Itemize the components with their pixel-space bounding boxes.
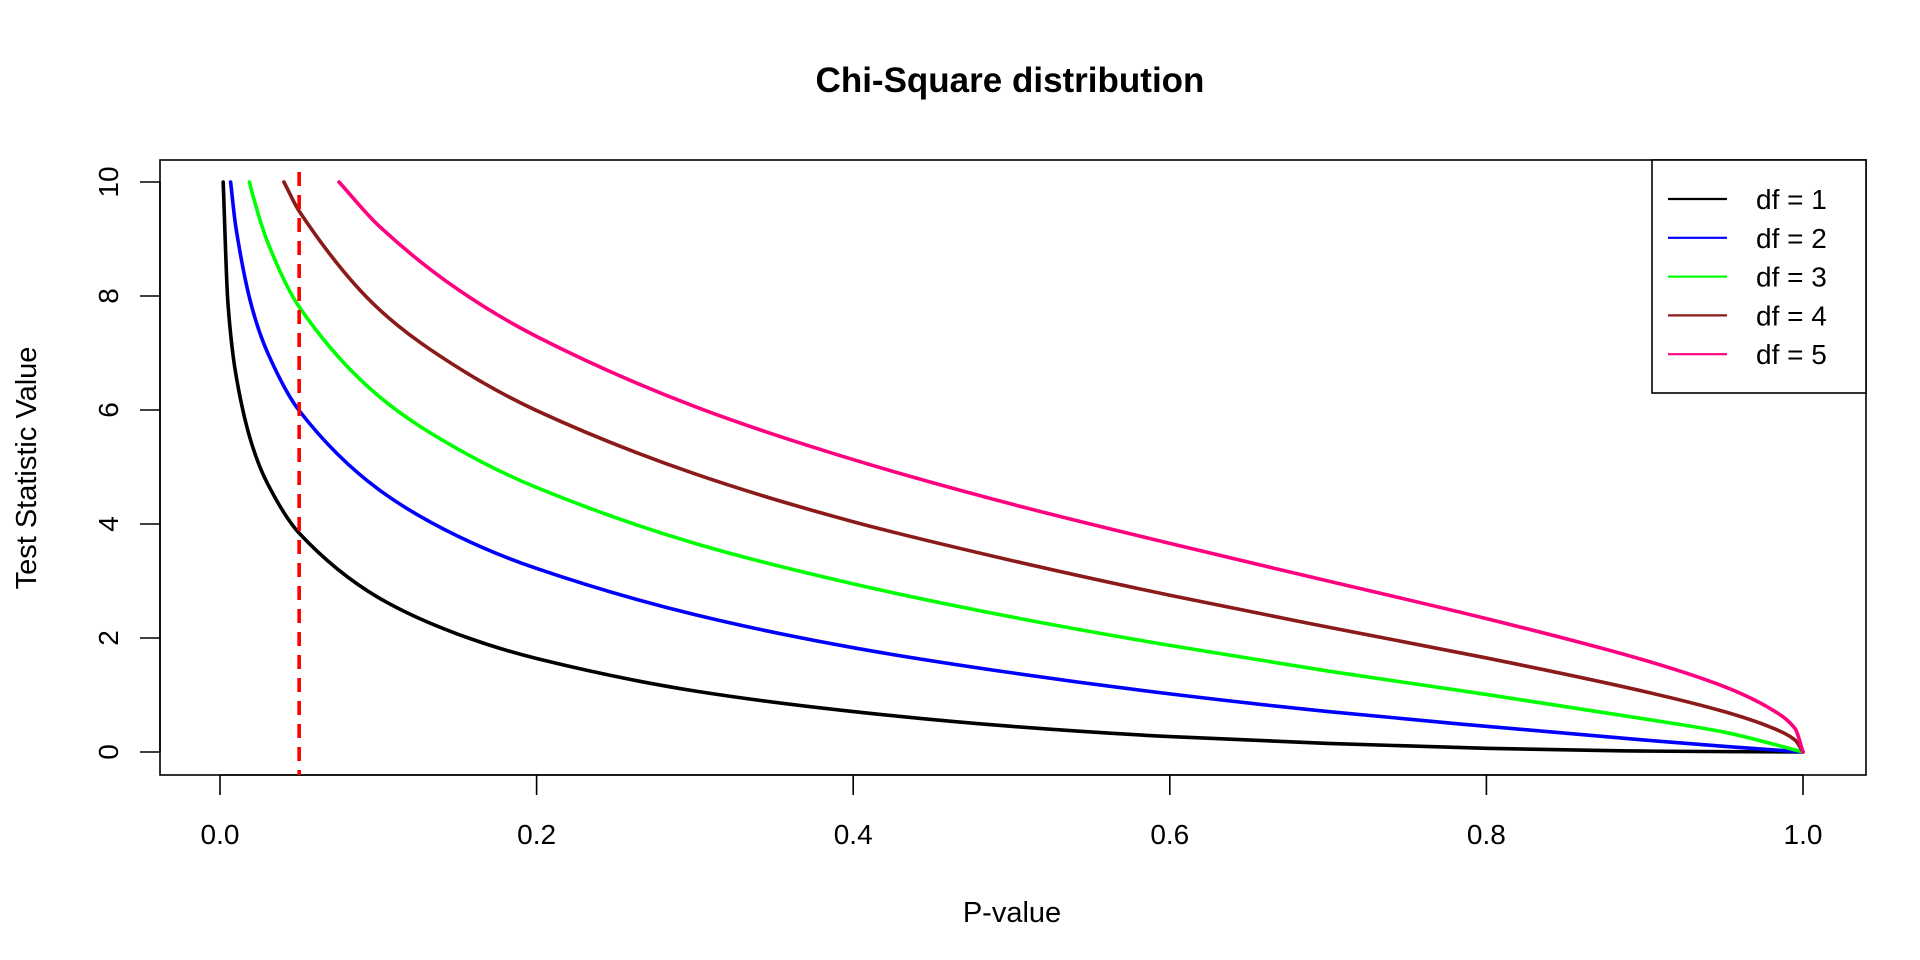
y-tick-label: 4 xyxy=(93,516,124,532)
y-tick-label: 8 xyxy=(93,288,124,304)
y-axis: 0 2 4 6 8 10 xyxy=(93,166,161,760)
y-axis-title: Test Statistic Value xyxy=(11,347,43,590)
x-tick-label: 0.2 xyxy=(517,819,556,850)
x-tick-label: 0.4 xyxy=(834,819,873,850)
series-line-df-2 xyxy=(228,180,1805,754)
chart-title: Chi-Square distribution xyxy=(816,61,1205,100)
legend-items: df = 1 df = 2 df = 3 df = 4 df = 5 xyxy=(1668,184,1827,370)
legend-label-df-4: df = 4 xyxy=(1756,300,1827,331)
series-line-df-4 xyxy=(282,180,1805,754)
x-axis-title: P-value xyxy=(963,897,1061,929)
y-tick-label: 0 xyxy=(93,744,124,760)
series-lines xyxy=(221,180,1805,754)
series-line-df-1 xyxy=(221,180,1805,754)
x-tick-label: 0.6 xyxy=(1150,819,1189,850)
legend-label-df-3: df = 3 xyxy=(1756,262,1827,293)
series-line-df-5 xyxy=(337,180,1805,754)
y-tick-label: 6 xyxy=(93,402,124,418)
x-tick-label: 0.0 xyxy=(201,819,240,850)
series-line-df-3 xyxy=(247,180,1805,754)
legend-label-df-5: df = 5 xyxy=(1756,339,1827,370)
y-tick-label: 2 xyxy=(93,630,124,646)
legend-label-df-1: df = 1 xyxy=(1756,184,1827,215)
legend-label-df-2: df = 2 xyxy=(1756,223,1827,254)
y-tick-label: 10 xyxy=(93,166,124,197)
x-tick-label: 0.8 xyxy=(1467,819,1506,850)
legend: df = 1 df = 2 df = 3 df = 4 df = 5 xyxy=(1651,159,1867,394)
x-axis: 0.0 0.2 0.4 0.6 0.8 1.0 xyxy=(201,774,1823,850)
x-tick-label: 1.0 xyxy=(1784,819,1823,850)
